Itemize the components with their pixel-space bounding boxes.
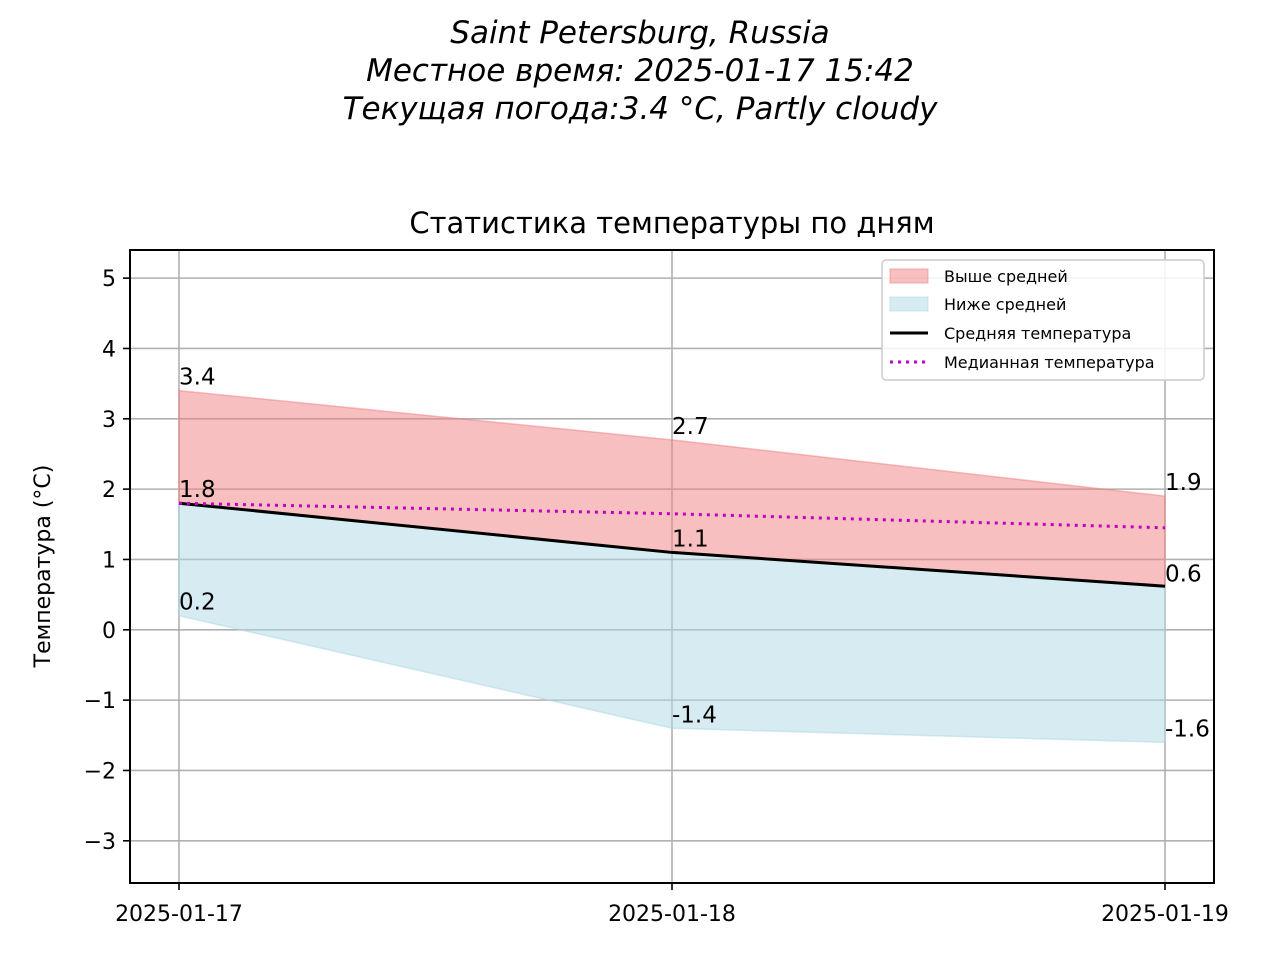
data-label: -1.6: [1165, 716, 1210, 742]
y-tick-label: 2: [102, 478, 116, 503]
legend-label: Медианная температура: [944, 353, 1155, 372]
data-label: 3.4: [179, 365, 216, 391]
y-tick-label: 0: [102, 619, 116, 644]
data-label: -1.4: [672, 702, 717, 728]
y-tick-label: 5: [102, 267, 116, 292]
local-time-title: Местное время: 2025-01-17 15:42: [366, 53, 914, 89]
y-tick-label: 3: [102, 408, 116, 433]
current-weather-title: Текущая погода:3.4 °C, Partly cloudy: [342, 91, 938, 127]
legend-swatch-above: [889, 268, 929, 284]
y-axis-label: Температура (°C): [31, 465, 56, 669]
y-tick-label: −1: [84, 689, 116, 714]
x-tick-label: 2025-01-18: [608, 902, 736, 927]
x-tick-label: 2025-01-19: [1101, 902, 1229, 927]
chart-title: Статистика температуры по дням: [409, 206, 934, 240]
mean-temperature-line: [178, 501, 1166, 588]
legend-label: Средняя температура: [944, 324, 1131, 343]
data-label: 1.1: [672, 526, 709, 552]
y-tick-label: −3: [84, 830, 116, 855]
legend-box: [881, 259, 1205, 381]
y-tick-label: 4: [102, 337, 116, 362]
data-label: 1.9: [1165, 470, 1202, 496]
location-title: Saint Petersburg, Russia: [450, 15, 830, 51]
y-tick-label: 1: [102, 548, 116, 573]
legend-swatch-below: [889, 296, 929, 312]
legend-label: Ниже средней: [944, 295, 1066, 314]
legend-label: Выше средней: [944, 267, 1068, 286]
x-tick-label: 2025-01-17: [115, 902, 243, 927]
data-label: 0.2: [179, 590, 216, 616]
data-label: 1.8: [179, 477, 216, 503]
y-tick-label: −2: [84, 759, 116, 784]
data-label: 0.6: [1165, 562, 1202, 588]
data-label: 2.7: [672, 414, 709, 440]
